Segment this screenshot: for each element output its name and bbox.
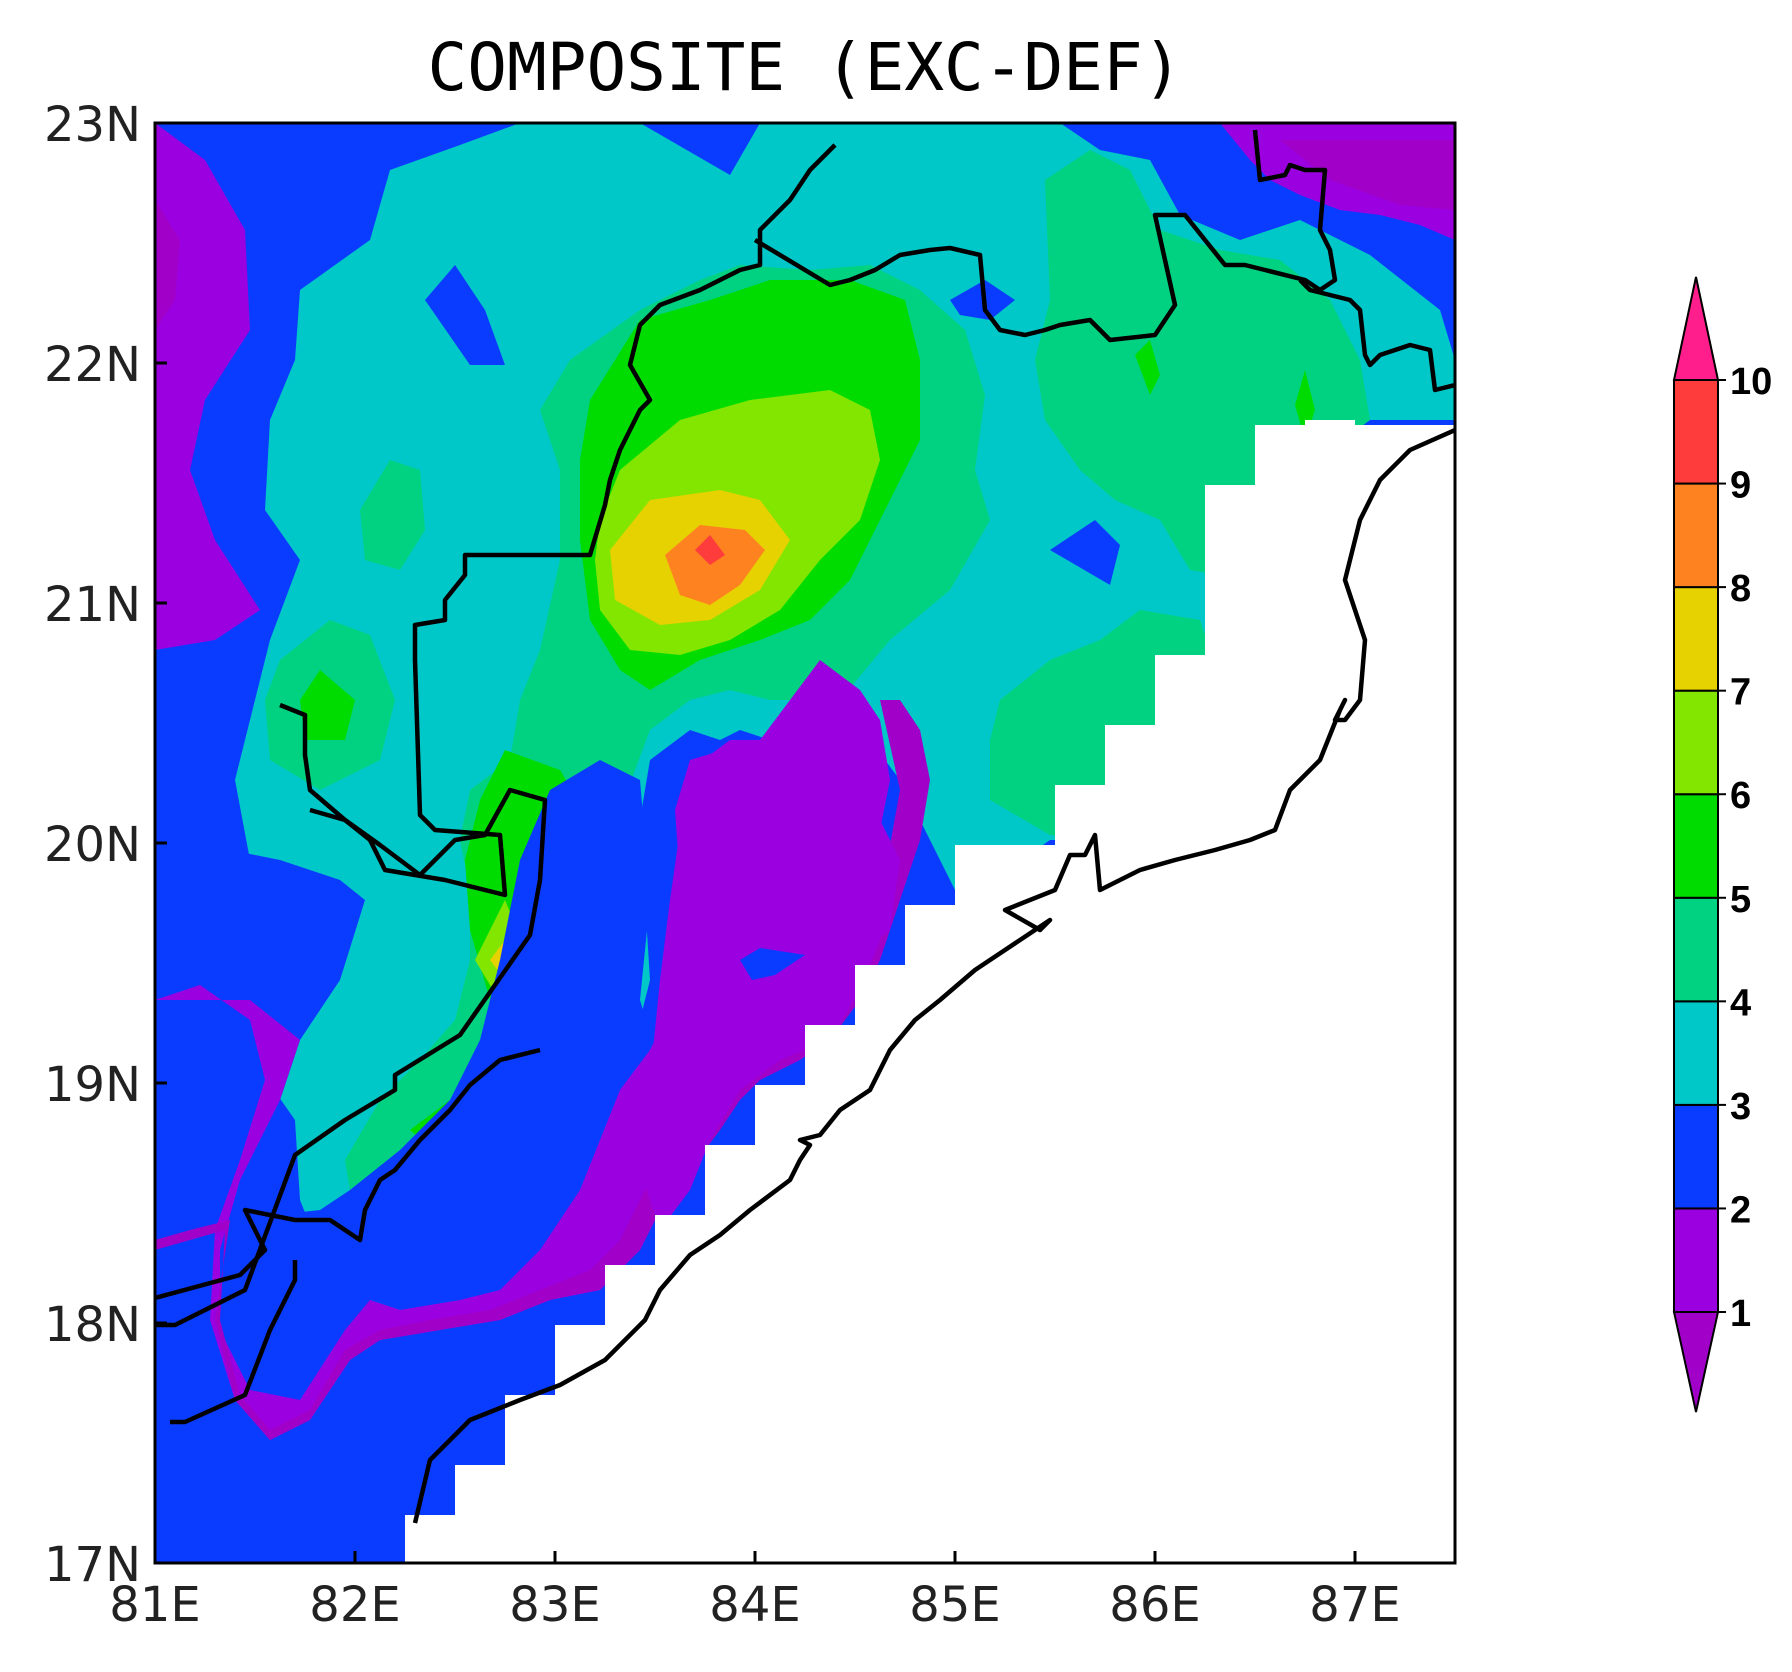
state-border-lower [170,1260,298,1425]
state-borders [155,129,1455,1524]
y-tick-label: 17N [44,1537,141,1593]
contour-west-violet [155,123,260,650]
colorbar-segment [1673,379,1719,485]
contour-red9-peak [695,535,725,565]
contour-blue-patch-nw [425,265,505,365]
x-tick-label: 86E [1109,1577,1200,1633]
colorbar-segment [1673,482,1719,589]
contour-southwest-magenta [155,700,930,1440]
contour-green5-east-a [1135,340,1160,395]
x-tick-label: 87E [1309,1577,1400,1633]
y-tick-label: 20N [44,817,141,873]
contour-green4-nw-small [360,460,425,570]
colorbar-segment [1673,793,1719,899]
state-border-west [155,702,548,1328]
colorbar-segment [1673,1000,1719,1106]
colorbar-segment [1673,1103,1719,1210]
coastline [412,427,1455,1524]
colorbar-label: 9 [1730,465,1751,507]
state-border-northeast [1298,278,1455,393]
y-tick-label: 23N [44,97,141,153]
map-title: COMPOSITE (EXC-DEF) [428,29,1183,106]
x-tick-label: 83E [509,1577,600,1633]
colorbar-label: 7 [1730,672,1751,714]
contour-blue-small-center [740,948,805,980]
y-tick-label: 21N [44,577,141,633]
ocean-mask [405,420,1455,1563]
colorbar-label: 6 [1730,775,1751,817]
colorbar-label: 3 [1730,1086,1751,1128]
colorbar-label: 2 [1730,1189,1751,1231]
y-tick-label: 18N [44,1297,141,1353]
colorbar-segment [1673,1207,1719,1314]
colorbar-over-triangle [1672,276,1720,381]
contour-southwest-blue [155,760,655,1400]
colorbar-label: 1 [1730,1293,1751,1335]
contour-central-violet-upper [675,745,900,990]
state-border-north [753,129,1338,343]
x-tick-label: 81E [109,1577,200,1633]
colorbar-label: 8 [1730,568,1751,610]
state-border-central [309,143,837,898]
colorbar-label: 5 [1730,879,1751,921]
axis-ticks: 81E 82E 83E 84E 85E 86E 87E 17N 18N 19N 20N 21N 22N 2… [44,97,1401,1633]
colorbar-label: 10 [1730,361,1772,403]
colorbar-under-triangle [1672,1311,1720,1413]
contour-blue-patch-e [1050,520,1120,585]
colorbar-label: 4 [1730,982,1751,1024]
colorbar-segment [1673,896,1719,1003]
x-tick-label: 84E [709,1577,800,1633]
contour-field [155,123,1455,1563]
contour-northeast-magenta [1280,140,1455,210]
x-tick-label: 82E [309,1577,400,1633]
x-tick-label: 85E [909,1577,1000,1633]
colorbar-segment [1673,689,1719,796]
colorbar-segment [1673,586,1719,692]
y-tick-label: 22N [44,337,141,393]
state-border-southwest [155,1047,541,1301]
contour-west-magenta [155,200,180,330]
contour-green5-west [300,670,355,740]
colorbar: 1 2 3 4 5 6 7 8 9 10 [1672,276,1772,1413]
contour-orange8-core [665,525,765,605]
y-tick-label: 19N [44,1057,141,1113]
